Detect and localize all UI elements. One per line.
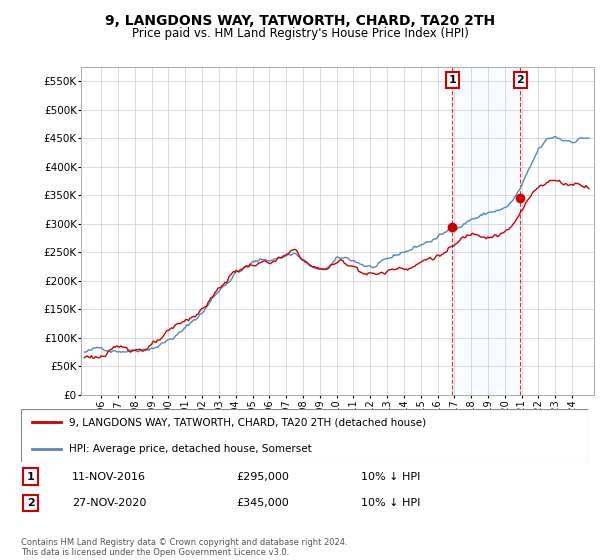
Text: Contains HM Land Registry data © Crown copyright and database right 2024.
This d: Contains HM Land Registry data © Crown c… bbox=[21, 538, 347, 557]
Bar bbox=[452, 67, 520, 395]
Text: 2: 2 bbox=[516, 74, 524, 85]
Text: 2: 2 bbox=[26, 498, 34, 508]
Text: 1: 1 bbox=[448, 74, 456, 85]
Text: 1: 1 bbox=[26, 472, 34, 482]
FancyBboxPatch shape bbox=[21, 409, 588, 462]
Text: £295,000: £295,000 bbox=[236, 472, 289, 482]
Text: 10% ↓ HPI: 10% ↓ HPI bbox=[361, 498, 421, 508]
Text: £345,000: £345,000 bbox=[236, 498, 289, 508]
Text: Price paid vs. HM Land Registry's House Price Index (HPI): Price paid vs. HM Land Registry's House … bbox=[131, 27, 469, 40]
Text: 9, LANGDONS WAY, TATWORTH, CHARD, TA20 2TH (detached house): 9, LANGDONS WAY, TATWORTH, CHARD, TA20 2… bbox=[69, 417, 427, 427]
Text: 9, LANGDONS WAY, TATWORTH, CHARD, TA20 2TH: 9, LANGDONS WAY, TATWORTH, CHARD, TA20 2… bbox=[105, 14, 495, 28]
Text: 11-NOV-2016: 11-NOV-2016 bbox=[72, 472, 146, 482]
Text: 10% ↓ HPI: 10% ↓ HPI bbox=[361, 472, 421, 482]
Text: 27-NOV-2020: 27-NOV-2020 bbox=[72, 498, 146, 508]
Text: HPI: Average price, detached house, Somerset: HPI: Average price, detached house, Some… bbox=[69, 444, 312, 454]
